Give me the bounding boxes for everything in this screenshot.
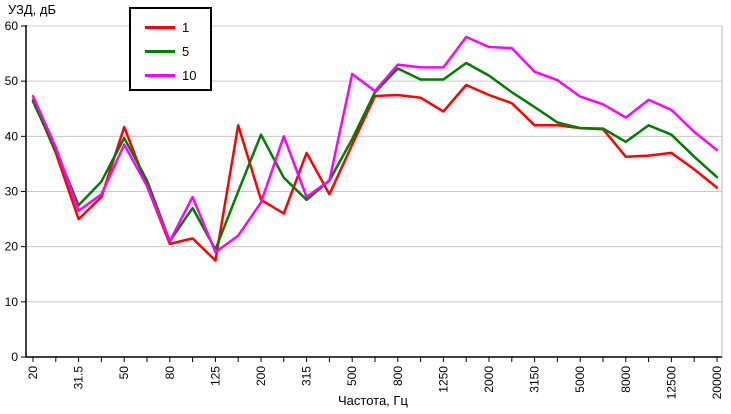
x-tick-label: 125 xyxy=(208,366,222,386)
y-tick-label: 40 xyxy=(5,129,19,143)
legend: 1 5 10 xyxy=(129,7,212,91)
y-tick-label: 20 xyxy=(5,240,19,254)
x-tick-label: 80 xyxy=(163,366,177,380)
legend-item-5: 5 xyxy=(131,39,210,63)
legend-line-sample-1 xyxy=(145,25,175,29)
x-tick-label: 2000 xyxy=(482,366,496,393)
series-line-10 xyxy=(31,35,719,254)
y-axis-title: УЗД, дБ xyxy=(8,2,56,17)
x-axis-title: Частота, Гц xyxy=(338,393,408,408)
legend-item-10: 10 xyxy=(131,63,210,87)
x-tick-label: 8000 xyxy=(619,366,633,393)
legend-label-5: 5 xyxy=(182,43,190,59)
x-tick-label: 20 xyxy=(26,366,40,380)
y-tick-label: 0 xyxy=(11,350,18,364)
y-tick-label: 50 xyxy=(5,74,19,88)
legend-line-sample-10 xyxy=(145,73,175,77)
x-tick-label: 3150 xyxy=(528,366,542,393)
legend-label-10: 10 xyxy=(182,67,197,83)
y-tick-label: 10 xyxy=(5,295,19,309)
x-tick-label: 12500 xyxy=(664,366,678,400)
x-tick-label: 800 xyxy=(391,366,405,386)
x-tick-label: 315 xyxy=(300,366,314,386)
y-tick-label: 60 xyxy=(5,19,19,33)
x-tick-label: 20000 xyxy=(710,366,724,400)
x-tick-label: 1250 xyxy=(436,366,450,393)
legend-line-sample-5 xyxy=(145,49,175,53)
legend-label-1: 1 xyxy=(182,19,190,35)
x-tick-label: 5000 xyxy=(573,366,587,393)
y-tick-label: 30 xyxy=(5,185,19,199)
x-tick-label: 31.5 xyxy=(72,366,86,390)
x-tick-label: 50 xyxy=(117,366,131,380)
x-tick-label: 200 xyxy=(254,366,268,386)
x-tick-label: 500 xyxy=(345,366,359,386)
legend-item-1: 1 xyxy=(131,15,210,39)
